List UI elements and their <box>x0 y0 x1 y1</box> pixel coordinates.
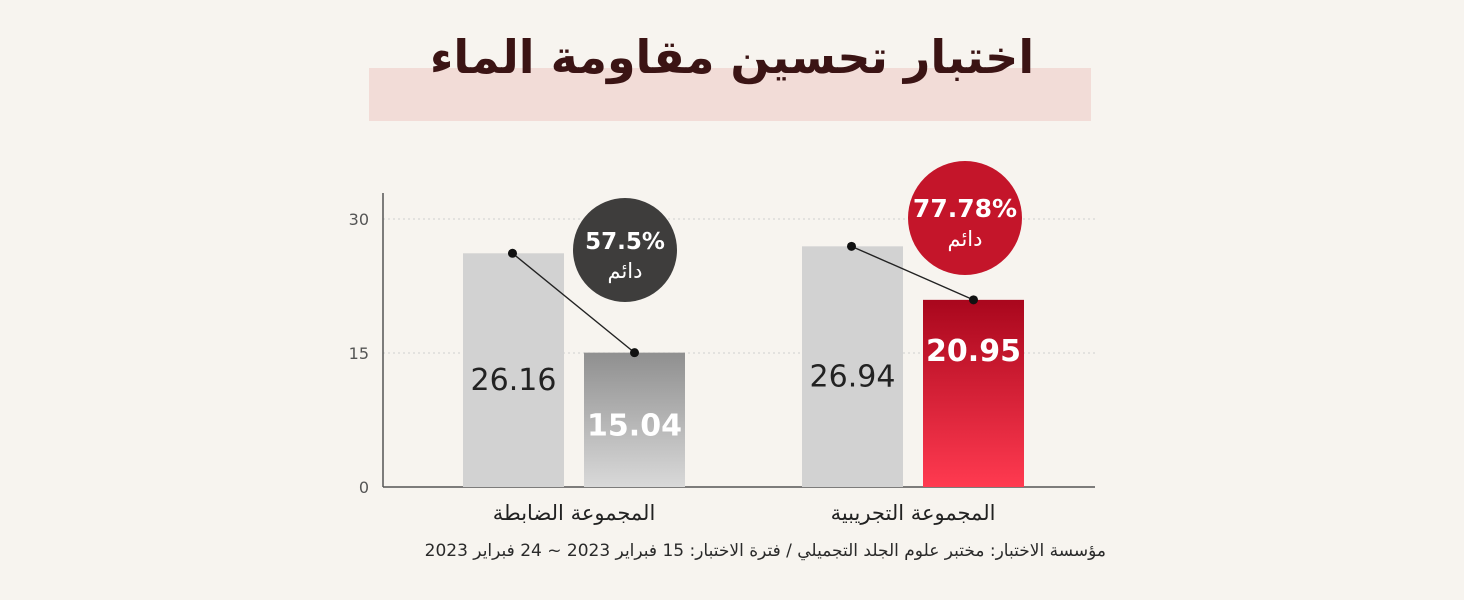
connector-dot <box>847 241 856 251</box>
connector-dot <box>508 248 517 258</box>
badge-percent: 77.78% <box>913 194 1017 223</box>
change-connector <box>851 245 974 301</box>
chart-title: اختبار تحسين مقاومة الماء <box>429 30 1035 84</box>
connector-dot <box>969 295 978 305</box>
bar-after-value: 15.04 <box>587 409 682 444</box>
retention-badge <box>573 198 677 302</box>
y-tick-label: 0 <box>359 478 369 497</box>
bar-before <box>802 246 903 487</box>
bar-after <box>584 352 685 487</box>
footnote: مؤسسة الاختبار: مختبر علوم الجلد التجميل… <box>424 541 1106 561</box>
bar-before <box>463 253 564 487</box>
change-connector <box>512 252 635 354</box>
bar-before-value: 26.94 <box>810 360 896 395</box>
retention-badge <box>908 161 1022 275</box>
y-tick-label: 15 <box>349 344 369 363</box>
badge-percent: 57.5% <box>585 229 665 255</box>
bar-before-value: 26.16 <box>471 363 557 398</box>
badge-label: دائم <box>607 259 642 284</box>
badge-label: دائم <box>947 227 982 252</box>
category-label: المجموعة الضابطة <box>493 501 656 525</box>
title-highlight <box>369 68 1091 121</box>
connector-dot <box>630 348 639 358</box>
y-tick-label: 30 <box>349 210 369 229</box>
bar-after <box>923 299 1024 487</box>
bar-after-value: 20.95 <box>926 334 1021 369</box>
category-label: المجموعة التجريبية <box>831 501 996 525</box>
